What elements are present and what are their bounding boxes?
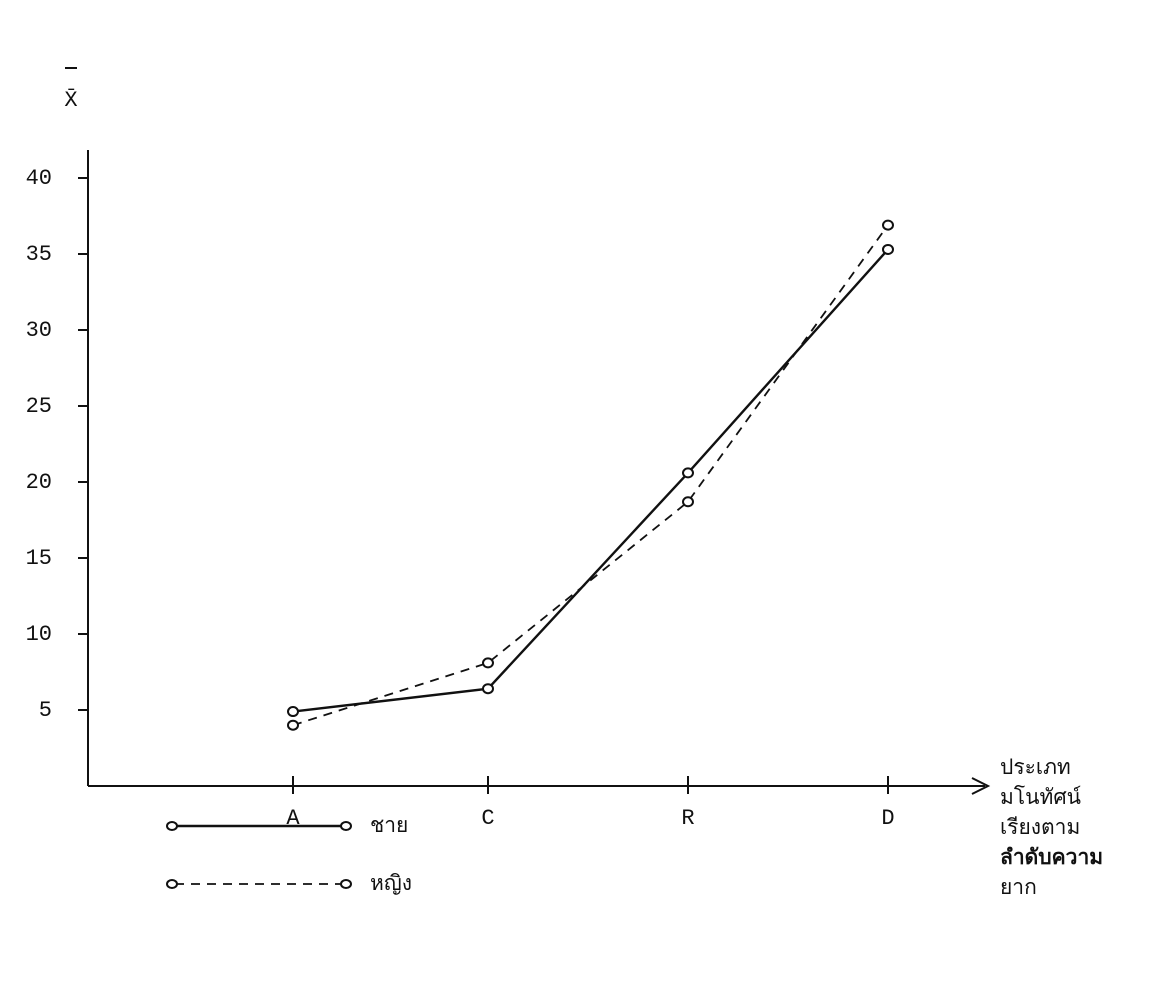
legend-label: ชาย [370,813,408,837]
data-point [287,719,299,731]
data-point [882,243,894,255]
y-tick-label: 20 [26,470,52,495]
y-tick-label: 15 [26,546,52,571]
y-tick-label: 10 [26,622,52,647]
x-axis-label: เรียงตาม [1000,815,1080,839]
x-axis-label: มโนทัศน์ [1000,785,1081,809]
data-point [882,219,894,231]
x-axis-label: ประเภท [1000,755,1071,779]
legend-marker [340,879,352,889]
y-axis-label: X̄ [64,88,77,113]
x-tick-label: A [286,806,300,831]
x-tick-label: C [481,806,494,831]
legend-marker [166,879,178,889]
data-point [682,467,694,479]
legend-marker [166,821,178,831]
y-tick-label: 25 [26,394,52,419]
y-tick-label: 30 [26,318,52,343]
series-line [292,248,889,713]
y-tick-label: 40 [26,166,52,191]
x-tick-label: R [681,806,694,831]
data-point [682,496,694,508]
data-point [482,657,494,669]
data-point [482,683,494,695]
x-axis-label: ลำดับความ [1000,845,1103,869]
series-line [292,224,889,727]
x-axis-label: ยาก [1000,875,1037,899]
legend-marker [340,821,352,831]
y-tick-label: 5 [39,698,52,723]
x-axis-arrow [971,777,991,795]
x-tick-label: D [881,806,894,831]
y-tick-label: 35 [26,242,52,267]
legend-label: หญิง [370,871,412,895]
data-point [287,706,299,718]
